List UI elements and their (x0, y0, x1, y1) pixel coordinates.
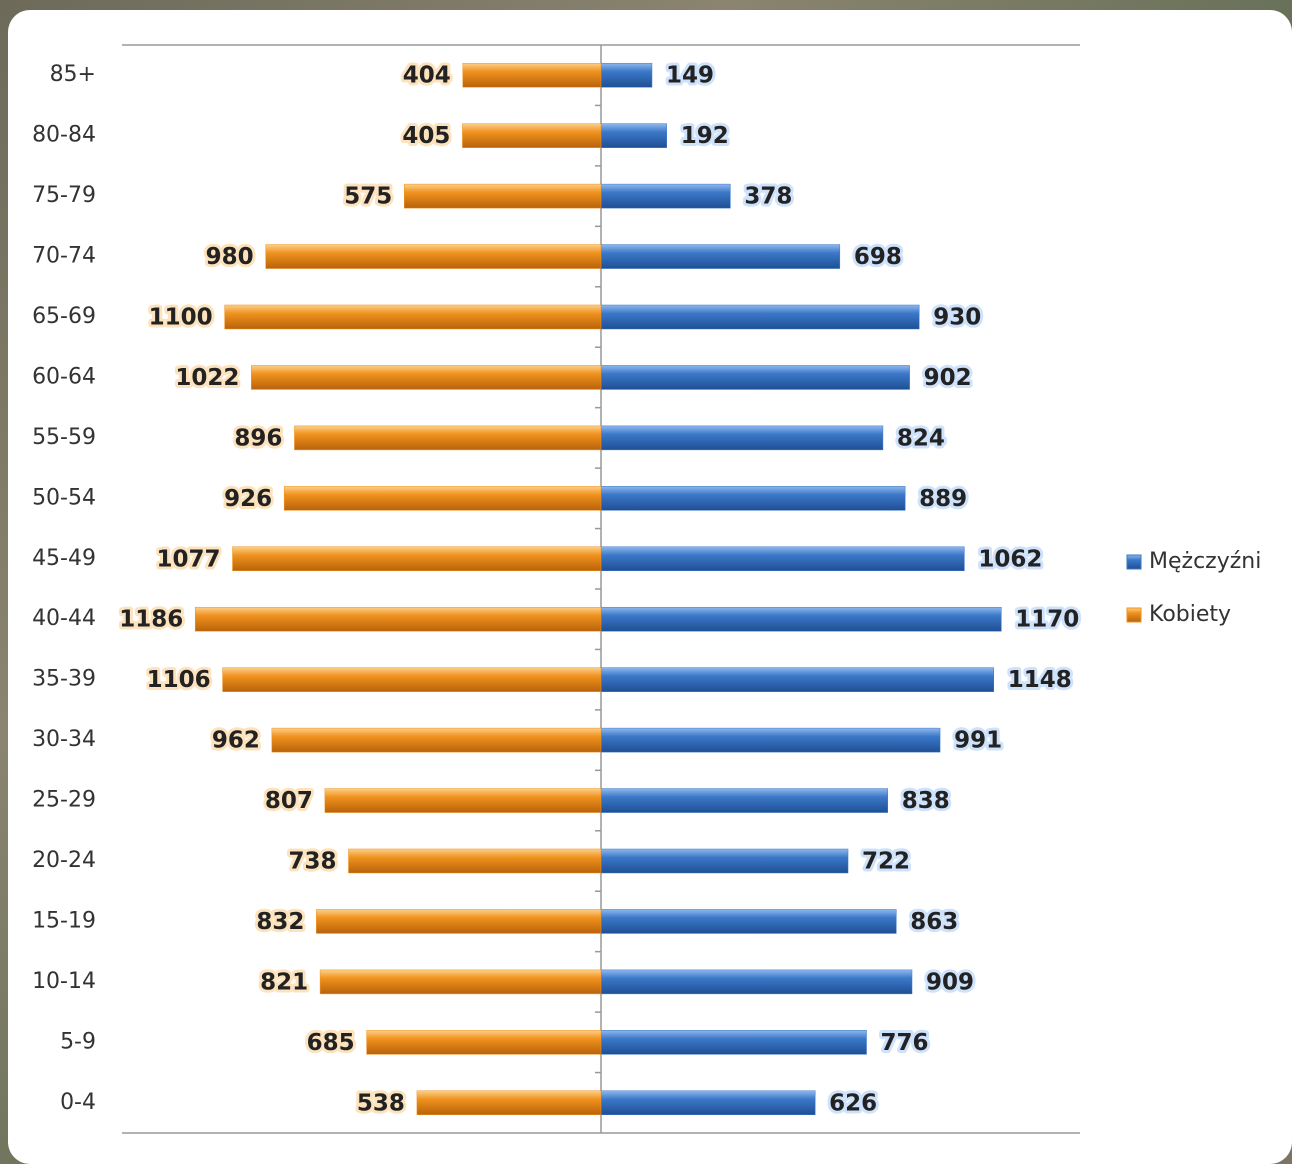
bar (600, 969, 913, 995)
bar (232, 546, 602, 572)
value-label: 192 (681, 123, 729, 149)
bar (416, 1090, 602, 1116)
value-label: 824 (897, 425, 945, 451)
value-label: 378 (744, 184, 792, 210)
bar (600, 727, 941, 753)
bar (600, 909, 897, 934)
category-label: 80-84 (32, 123, 96, 148)
category-label: 20-24 (32, 848, 96, 873)
bar (600, 183, 731, 209)
value-label: 838 (902, 788, 950, 814)
bar (600, 304, 920, 330)
bar (404, 183, 602, 209)
legend-swatch (1126, 554, 1142, 570)
value-label: 404 (403, 63, 451, 89)
legend-label: Kobiety (1149, 602, 1231, 627)
value-label: 1170 (1015, 607, 1079, 633)
bar (283, 486, 602, 511)
bar (600, 62, 653, 88)
bar (600, 365, 910, 390)
bar (600, 123, 667, 148)
category-label: 75-79 (32, 183, 96, 208)
bar (600, 606, 1002, 632)
category-label: 25-29 (32, 788, 96, 813)
bar (316, 909, 602, 934)
value-label: 980 (206, 244, 254, 270)
value-label: 149 (666, 63, 714, 89)
value-label: 1022 (175, 365, 239, 391)
value-label: 738 (288, 849, 336, 875)
category-label: 65-69 (32, 304, 96, 329)
bar (222, 667, 602, 692)
bar (600, 1090, 816, 1116)
bar (348, 848, 602, 874)
value-label: 863 (910, 909, 958, 935)
bar (600, 1030, 867, 1055)
value-label: 405 (402, 123, 450, 149)
value-label: 1106 (147, 667, 211, 693)
bar (600, 788, 888, 813)
bar (600, 486, 906, 511)
category-label: 60-64 (32, 364, 96, 389)
value-label: 626 (829, 1090, 877, 1116)
value-label: 832 (256, 909, 304, 935)
bar (366, 1030, 602, 1055)
category-label: 40-44 (32, 606, 96, 631)
category-label: 0-4 (60, 1090, 96, 1115)
value-label: 807 (265, 788, 313, 814)
value-label: 1148 (1008, 667, 1072, 693)
category-label: 10-14 (32, 969, 96, 994)
value-label: 902 (924, 365, 972, 391)
bar (294, 425, 602, 451)
value-label: 685 (307, 1030, 355, 1056)
value-label: 962 (212, 728, 260, 754)
value-label: 909 (926, 969, 974, 995)
bar (271, 727, 602, 753)
category-label: 45-49 (32, 546, 96, 571)
bar (265, 244, 602, 269)
category-label: 35-39 (32, 667, 96, 692)
value-label: 538 (357, 1090, 405, 1116)
value-label: 1077 (156, 546, 220, 572)
value-label: 776 (881, 1030, 929, 1056)
bar (600, 425, 884, 451)
value-label: 722 (862, 849, 910, 875)
value-label: 991 (954, 728, 1002, 754)
value-label: 1100 (149, 305, 213, 331)
value-label: 926 (224, 486, 272, 512)
category-label: 15-19 (32, 908, 96, 933)
bar (251, 365, 602, 390)
value-label: 896 (234, 425, 282, 451)
value-label: 1186 (119, 607, 183, 633)
legend-label: Mężczyźni (1149, 549, 1261, 574)
bar (194, 606, 602, 632)
value-label: 575 (344, 184, 392, 210)
value-label: 698 (854, 244, 902, 270)
value-label: 930 (933, 305, 981, 331)
category-label: 55-59 (32, 425, 96, 450)
category-label: 85+ (50, 62, 96, 87)
category-label: 5-9 (60, 1029, 96, 1054)
bar (462, 62, 602, 88)
bar (600, 848, 849, 874)
bar (600, 244, 841, 269)
bar (319, 969, 602, 995)
value-label: 889 (919, 486, 967, 512)
bar (224, 304, 602, 330)
legend-swatch (1126, 607, 1142, 623)
value-label: 821 (260, 969, 308, 995)
category-label: 50-54 (32, 485, 96, 510)
bar (600, 667, 995, 692)
category-label: 30-34 (32, 727, 96, 752)
bar (462, 123, 602, 148)
bar (324, 788, 602, 813)
value-label: 1062 (978, 546, 1042, 572)
category-label: 70-74 (32, 244, 96, 269)
bar (600, 546, 965, 572)
